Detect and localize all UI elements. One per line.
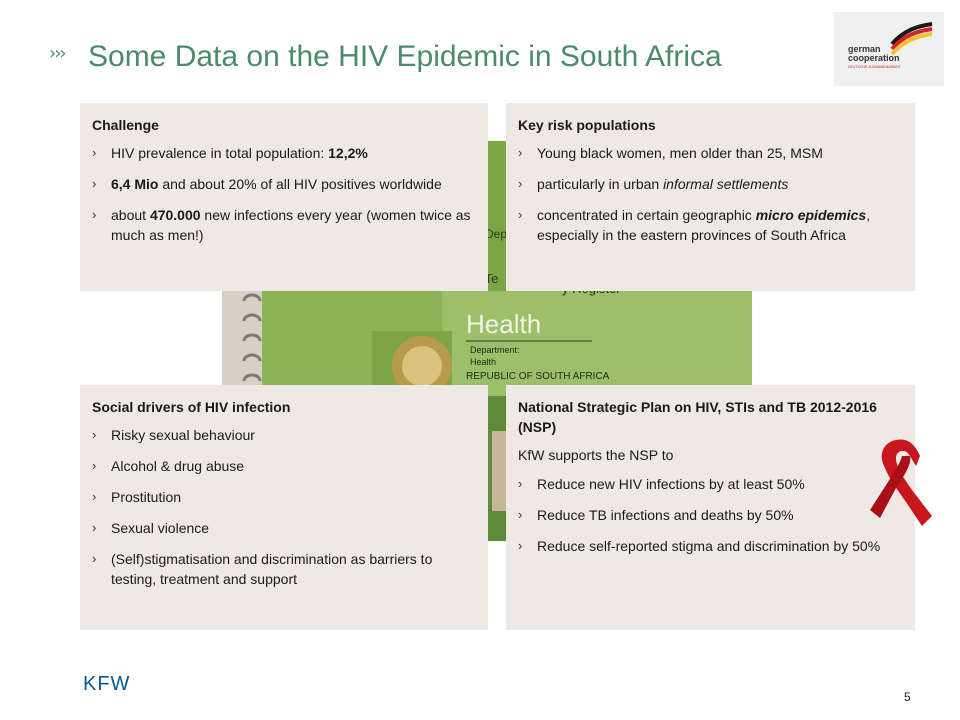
risk-populations-box: Key risk populations Young black women, … bbox=[506, 103, 915, 291]
challenge-list: HIV prevalence in total population: 12,2… bbox=[92, 143, 476, 245]
list-item: Alcohol & drug abuse bbox=[92, 456, 476, 476]
nsp-intro: KfW supports the NSP to bbox=[518, 447, 674, 463]
logo-text: german cooperation bbox=[848, 45, 900, 63]
item-text: about bbox=[111, 207, 150, 223]
flag-swoosh-icon bbox=[890, 22, 933, 56]
photo-text-republic: REPUBLIC OF SOUTH AFRICA bbox=[466, 371, 610, 382]
item-text: concentrated in certain geographic bbox=[537, 207, 756, 223]
list-item: concentrated in certain geographic micro… bbox=[518, 205, 903, 245]
logo-line1: german bbox=[848, 44, 881, 54]
item-text: , especially in the eastern provinces of… bbox=[537, 207, 871, 243]
photo-text-health: Health bbox=[466, 309, 541, 339]
item-bold: 470.000 bbox=[149, 207, 201, 223]
logo-line2: cooperation bbox=[848, 53, 900, 63]
list-item: Reduce new HIV infections by at least 50… bbox=[518, 474, 903, 494]
red-ribbon-icon bbox=[870, 439, 932, 526]
list-item: about 470.000 new infections every year … bbox=[92, 205, 476, 245]
list-item: particularly in urban informal settlemen… bbox=[518, 174, 903, 194]
list-item: Young black women, men older than 25, MS… bbox=[518, 143, 903, 163]
list-item: Reduce TB infections and deaths by 50% bbox=[518, 505, 903, 525]
nsp-heading: National Strategic Plan on HIV, STIs and… bbox=[518, 399, 877, 435]
drivers-list: Risky sexual behaviour Alcohol & drug ab… bbox=[92, 425, 476, 589]
item-text: particularly in urban bbox=[537, 176, 664, 192]
risk-heading: Key risk populations bbox=[518, 117, 656, 133]
item-bold: 6,4 Mio bbox=[111, 176, 159, 192]
item-italic: informal settlements bbox=[663, 176, 789, 192]
list-item: HIV prevalence in total population: 12,2… bbox=[92, 143, 476, 163]
nsp-list: Reduce new HIV infections by at least 50… bbox=[518, 474, 903, 556]
list-item: Sexual violence bbox=[92, 518, 476, 538]
drivers-heading: Social drivers of HIV infection bbox=[92, 399, 291, 415]
item-bold-italic: micro epidemics bbox=[755, 207, 867, 223]
list-item: 6,4 Mio and about 20% of all HIV positiv… bbox=[92, 174, 476, 194]
nsp-box: National Strategic Plan on HIV, STIs and… bbox=[506, 385, 915, 630]
item-text: HIV prevalence in total population: bbox=[111, 145, 329, 161]
list-item: (Self)stigmatisation and discrimination … bbox=[92, 549, 476, 589]
list-item: Prostitution bbox=[92, 487, 476, 507]
list-item: Reduce self-reported stigma and discrimi… bbox=[518, 536, 903, 556]
social-drivers-box: Social drivers of HIV infection Risky se… bbox=[80, 385, 488, 630]
item-text: and about 20% of all HIV positives world… bbox=[158, 176, 442, 192]
list-item: Risky sexual behaviour bbox=[92, 425, 476, 445]
photo-text-health-sub: Health bbox=[470, 357, 496, 367]
challenge-heading: Challenge bbox=[92, 117, 159, 133]
photo-text-department: Department: bbox=[470, 345, 520, 355]
title-marker: ››› bbox=[49, 43, 67, 64]
german-cooperation-logo: german cooperation DEUTSCHE ZUSAMMENARBE… bbox=[834, 12, 944, 86]
logo-subtext: DEUTSCHE ZUSAMMENARBEIT bbox=[848, 65, 901, 69]
kfw-logo: KFW bbox=[83, 673, 130, 694]
page-number: 5 bbox=[904, 690, 911, 704]
challenge-box: Challenge HIV prevalence in total popula… bbox=[80, 103, 488, 291]
item-text: new infections every year (women twice a… bbox=[111, 207, 471, 243]
risk-list: Young black women, men older than 25, MS… bbox=[518, 143, 903, 245]
page-title: Some Data on the HIV Epidemic in South A… bbox=[88, 40, 722, 73]
item-bold: 12,2% bbox=[328, 145, 368, 161]
kfw-logo-text: KFW bbox=[83, 673, 130, 694]
